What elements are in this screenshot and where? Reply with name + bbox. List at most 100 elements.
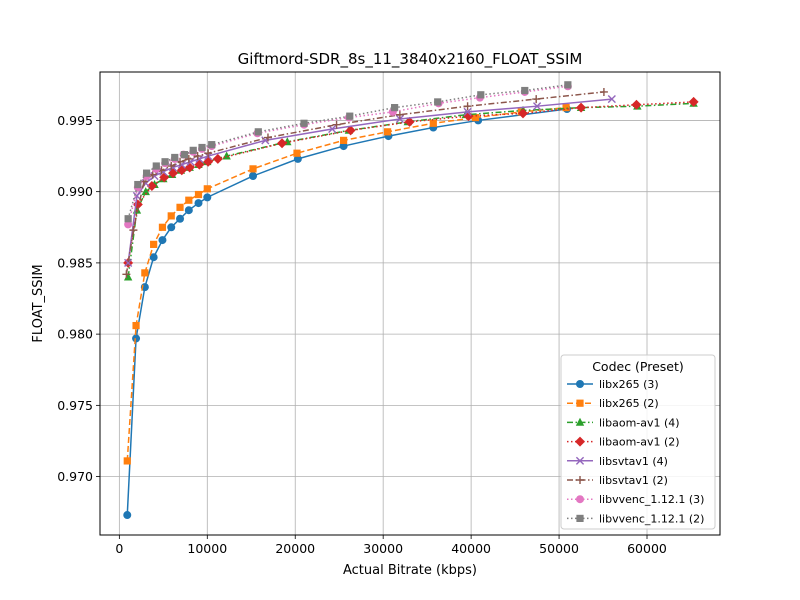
- data-point-libvvenc-1-12-1-2: [171, 153, 179, 162]
- y-tick-label: 0.975: [57, 398, 93, 413]
- data-point-libsvtav1-2: [129, 226, 138, 235]
- x-tick-label: 50000: [539, 541, 579, 556]
- legend-label: libvvenc_1.12.1 (3): [599, 493, 704, 506]
- data-point-libx265-2: [150, 240, 158, 248]
- data-point-libx265-3: [167, 223, 176, 232]
- data-point-libx265-2: [158, 223, 167, 231]
- legend-item-libsvtav1-4: libsvtav1 (4): [567, 455, 668, 468]
- data-point-libsvtav1-2: [184, 154, 193, 163]
- data-point-libvvenc-1-12-1-2: [521, 86, 529, 95]
- series-libx265-2: [123, 104, 570, 465]
- x-tick-label: 0: [115, 541, 123, 556]
- legend-marker: [575, 436, 585, 447]
- data-point-libsvtav1-4: [532, 102, 542, 111]
- data-point-libaom-av1-2: [518, 108, 529, 119]
- data-point-libaom-av1-2: [345, 125, 356, 136]
- series-line-libsvtav1-4: [127, 98, 612, 263]
- series-line-libx265-2: [126, 106, 567, 461]
- data-point-libx265-2: [194, 190, 203, 199]
- grid-lines: [100, 72, 720, 535]
- data-point-libx265-3: [132, 334, 141, 343]
- data-point-libvvenc-1-12-1-3: [124, 220, 133, 229]
- data-point-libvvenc-1-12-1-2: [434, 98, 442, 106]
- data-point-libsvtav1-4: [124, 258, 133, 267]
- data-point-libsvtav1-2: [122, 270, 131, 279]
- y-tick-label: 0.995: [57, 113, 93, 128]
- legend-item-libaom-av1-4: libaom-av1 (4): [567, 416, 680, 429]
- series-layer: [122, 81, 699, 520]
- data-point-libx265-3: [158, 236, 167, 245]
- data-point-libaom-av1-4: [123, 272, 133, 281]
- data-point-libaom-av1-2: [277, 138, 288, 149]
- legend-item-libx265-2: libx265 (2): [567, 397, 659, 410]
- data-point-libx265-2: [340, 136, 348, 144]
- legend-marker: [575, 417, 585, 426]
- legend-marker: [576, 380, 584, 388]
- legend-marker: [576, 399, 584, 407]
- data-point-libx265-2: [471, 113, 480, 122]
- data-point-libsvtav1-2: [599, 87, 608, 96]
- legend-label: libvvenc_1.12.1 (2): [599, 512, 704, 525]
- y-axis-label: FLOAT_SSIM: [31, 264, 46, 342]
- data-point-libsvtav1-2: [532, 95, 541, 104]
- data-point-libx265-2: [132, 321, 140, 330]
- legend-item-libvvenc-1-12-1-3: libvvenc_1.12.1 (3): [567, 493, 704, 506]
- legend-title: Codec (Preset): [592, 359, 684, 374]
- data-point-libvvenc-1-12-1-2: [254, 128, 262, 136]
- data-point-libvvenc-1-12-1-2: [477, 91, 485, 99]
- legend-label: libsvtav1 (4): [599, 455, 668, 468]
- legend-item-libaom-av1-2: libaom-av1 (2): [567, 436, 680, 449]
- y-tick-label: 0.970: [57, 469, 93, 484]
- data-point-libsvtav1-4: [395, 114, 404, 124]
- x-tick-label: 60000: [627, 541, 667, 556]
- data-point-libvvenc-1-12-1-2: [564, 81, 572, 89]
- data-point-libaom-av1-2: [212, 153, 223, 164]
- legend-marker: [576, 514, 584, 522]
- data-point-libx265-2: [249, 165, 257, 173]
- data-point-libx265-3: [149, 253, 158, 262]
- data-point-libvvenc-1-12-1-2: [189, 146, 197, 154]
- data-point-libsvtav1-2: [167, 162, 176, 171]
- legend-item-libvvenc-1-12-1-2: libvvenc_1.12.1 (2): [567, 512, 704, 525]
- data-point-libaom-av1-2: [146, 180, 157, 191]
- data-point-libvvenc-1-12-1-2: [391, 104, 399, 112]
- data-point-libsvtav1-2: [332, 120, 341, 129]
- data-point-libsvtav1-2: [193, 152, 202, 161]
- x-axis: 0 10000 20000 30000 40000 50000 60000: [115, 535, 667, 556]
- legend-label: libsvtav1 (2): [599, 474, 668, 487]
- data-point-libaom-av1-2: [631, 99, 642, 110]
- legend-marker: [576, 495, 584, 504]
- data-point-libx265-3: [293, 154, 302, 163]
- data-point-libaom-av1-2: [404, 116, 415, 127]
- data-point-libsvtav1-2: [463, 102, 472, 111]
- x-tick-label: 20000: [275, 541, 315, 556]
- legend-box: [560, 354, 716, 530]
- legend-label: libx265 (2): [599, 397, 659, 410]
- y-tick-label: 0.980: [57, 327, 93, 342]
- data-point-libx265-3: [339, 142, 348, 151]
- data-point-libsvtav1-2: [204, 149, 213, 158]
- legend-label: libaom-av1 (4): [599, 416, 680, 429]
- data-point-libvvenc-1-12-1-2: [124, 215, 132, 223]
- data-point-libvvenc-1-12-1-2: [208, 141, 216, 149]
- plot-frame: [99, 71, 721, 536]
- x-tick-label: 10000: [187, 541, 227, 556]
- x-tick-label: 30000: [363, 541, 403, 556]
- legend-item-libsvtav1-2: libsvtav1 (2): [567, 474, 668, 487]
- data-point-libvvenc-1-12-1-2: [180, 151, 189, 159]
- data-point-libx265-3: [249, 171, 258, 180]
- data-point-libx265-2: [562, 104, 570, 112]
- data-point-libsvtav1-4: [607, 94, 616, 104]
- legend-label: libaom-av1 (2): [599, 436, 680, 449]
- legend-marker: [575, 456, 585, 465]
- y-axis: 0.970 0.975 0.980 0.985 0.990 0.995: [57, 113, 100, 484]
- legend: Codec (Preset) libx265 (3) libx265 (2) liba…: [560, 354, 716, 530]
- data-point-libx265-2: [176, 203, 184, 211]
- data-point-libx265-2: [383, 128, 392, 136]
- y-tick-label: 0.990: [57, 184, 93, 199]
- data-point-libaom-av1-2: [688, 96, 699, 107]
- data-point-libx265-3: [203, 193, 212, 202]
- chart-title: Giftmord-SDR_8s_11_3840x2160_FLOAT_SSIM: [238, 50, 583, 69]
- data-point-libsvtav1-2: [395, 110, 404, 119]
- legend-item-libx265-3: libx265 (3): [567, 378, 659, 391]
